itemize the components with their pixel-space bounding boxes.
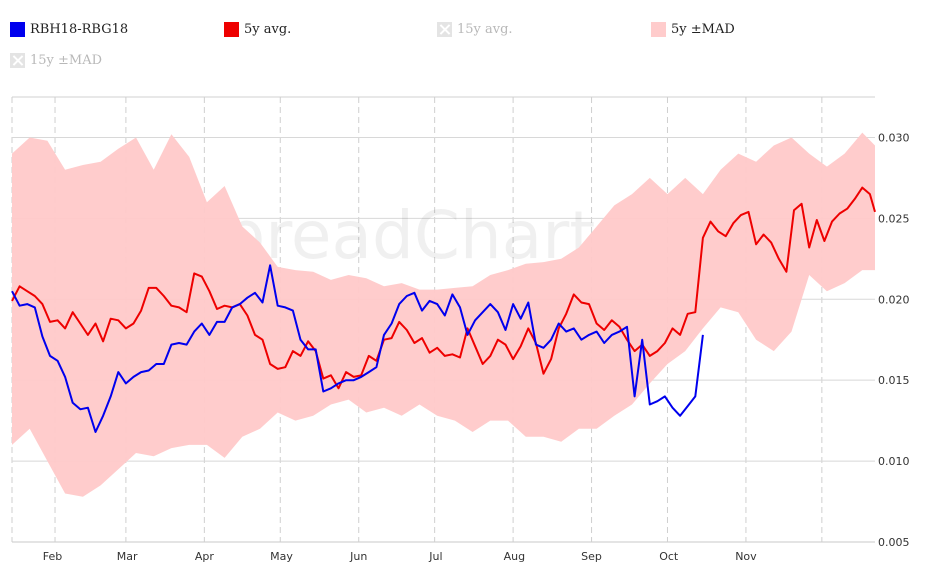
- y-tick-label: 0.020: [878, 293, 910, 306]
- y-tick-label: 0.010: [878, 455, 910, 468]
- legend-item-5y-avg[interactable]: 5y avg.: [224, 22, 291, 37]
- legend-label: 15y ±MAD: [30, 53, 103, 68]
- legend-label: 15y avg.: [457, 22, 513, 37]
- y-tick-label: 0.015: [878, 374, 910, 387]
- y-axis: 0.005 0.010 0.015 0.020 0.025 0.030: [878, 131, 910, 549]
- legend-swatch-disabled-icon: [437, 22, 452, 37]
- legend-swatch-blue: [10, 22, 25, 37]
- x-tick-label: Oct: [659, 550, 679, 563]
- chart-legend: RBH18-RBG18 5y avg. 15y avg. 5y ±MAD 15y…: [0, 0, 930, 80]
- y-tick-label: 0.030: [878, 131, 910, 144]
- series-line-5y-avg: [11, 186, 876, 390]
- x-tick-label: Apr: [195, 550, 215, 563]
- x-tick-label: Feb: [43, 550, 62, 563]
- legend-swatch-disabled-icon: [10, 53, 25, 68]
- x-tick-label: May: [270, 550, 293, 563]
- legend-item-rbh18-rbg18[interactable]: RBH18-RBG18: [10, 22, 128, 37]
- x-tick-label: Sep: [581, 550, 602, 563]
- legend-label: 5y avg.: [244, 22, 292, 37]
- y-tick-label: 0.005: [878, 536, 910, 549]
- x-tick-label: Nov: [735, 550, 757, 563]
- x-tick-label: Jun: [349, 550, 367, 563]
- x-tick-label: Aug: [504, 550, 525, 563]
- legend-label: 5y ±MAD: [671, 22, 735, 37]
- legend-item-5y-mad[interactable]: 5y ±MAD: [651, 22, 735, 37]
- x-tick-label: Mar: [117, 550, 138, 563]
- y-tick-label: 0.025: [878, 212, 910, 225]
- legend-item-15y-mad[interactable]: 15y ±MAD: [10, 53, 102, 68]
- line-layer: [11, 186, 876, 433]
- legend-item-15y-avg[interactable]: 15y avg.: [437, 22, 513, 37]
- legend-label: RBH18-RBG18: [30, 22, 129, 37]
- legend-swatch-red: [224, 22, 239, 37]
- series-line-rbh18-rbg18: [11, 264, 704, 433]
- legend-swatch-pink: [651, 22, 666, 37]
- x-tick-label: Jul: [428, 550, 442, 563]
- x-axis: Feb Mar Apr May Jun Jul Aug Sep Oct Nov: [43, 550, 757, 563]
